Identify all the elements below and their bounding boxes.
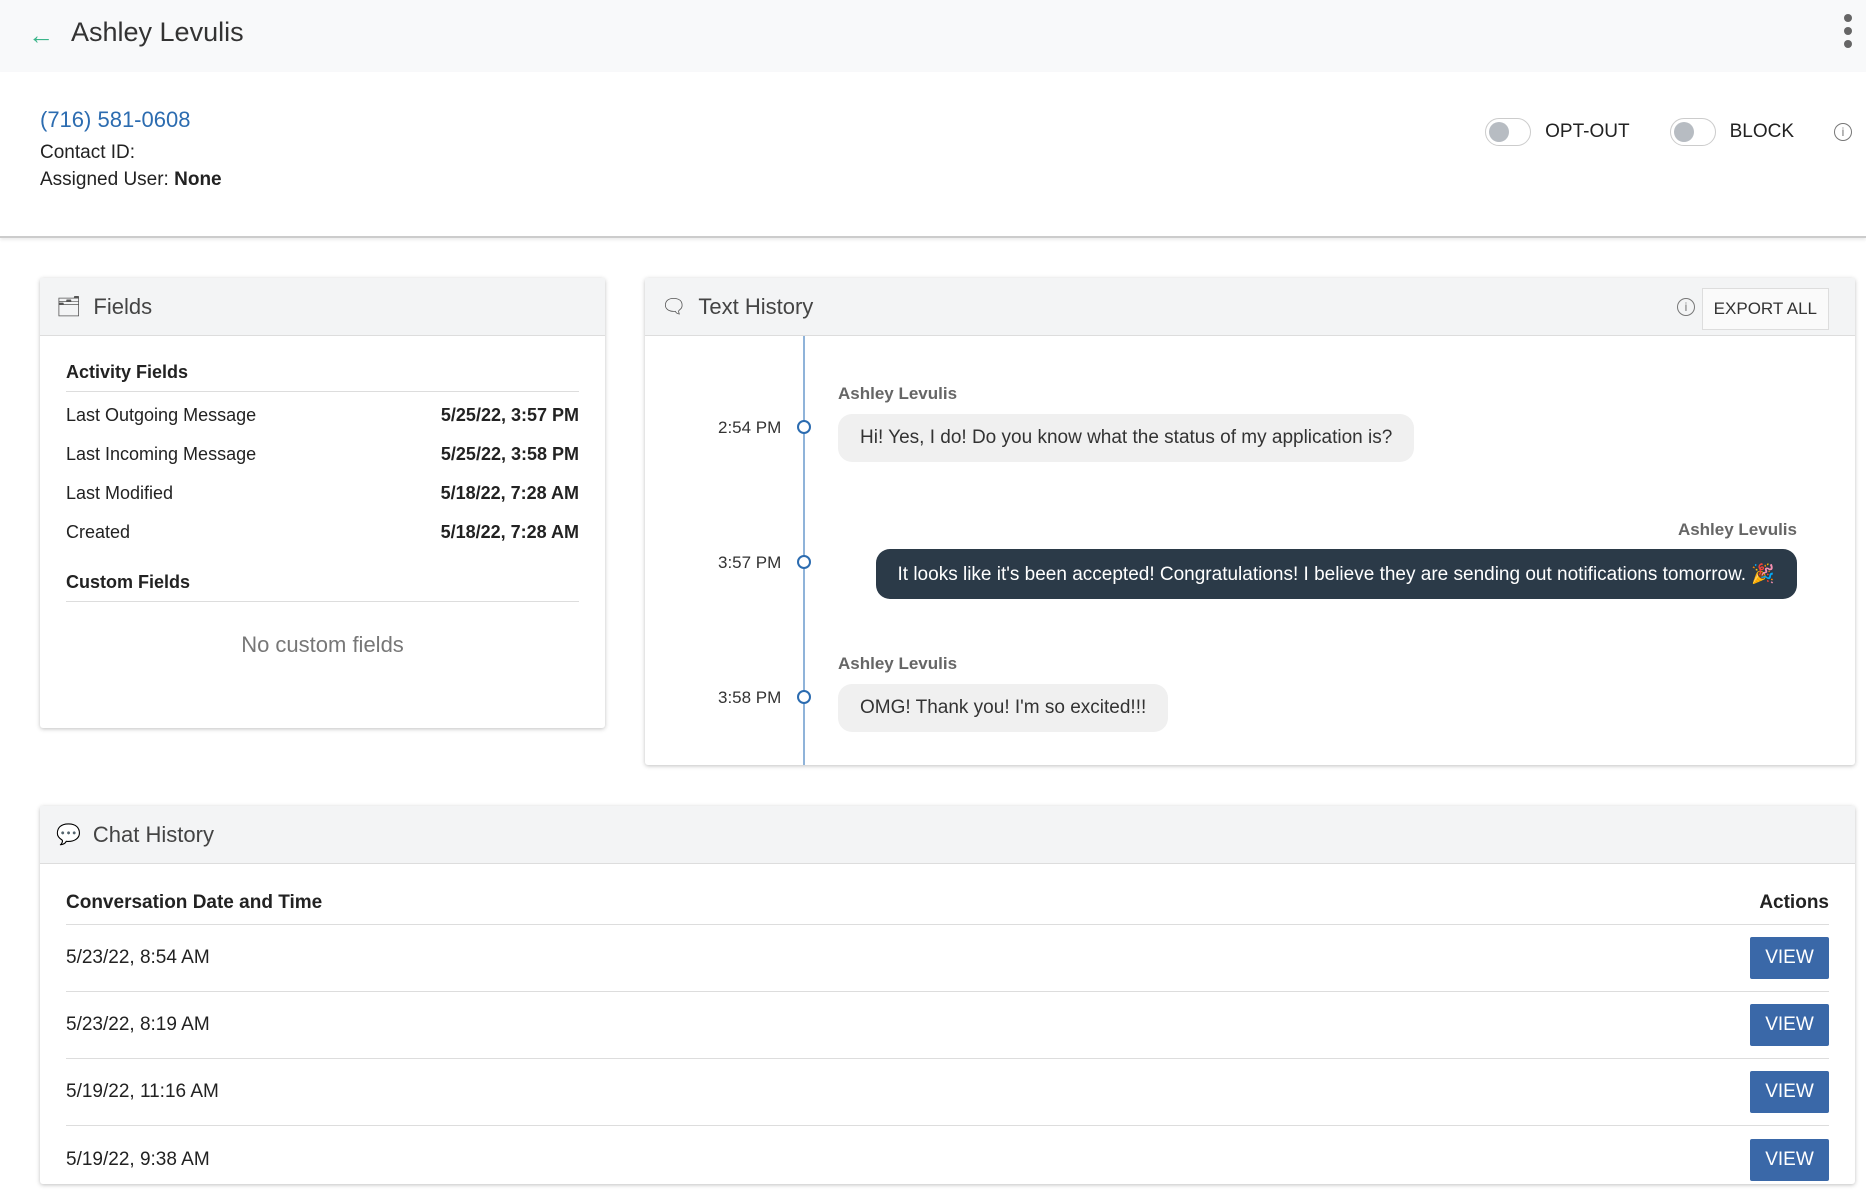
assigned-value: None bbox=[174, 169, 222, 190]
phone-link[interactable]: (716) 581-0608 bbox=[40, 107, 191, 132]
field-label: Last Outgoing Message bbox=[66, 405, 257, 425]
table-row: 5/19/22, 9:38 AM VIEW bbox=[66, 1126, 1829, 1193]
conversation-date: 5/19/22, 11:16 AM bbox=[66, 1081, 219, 1102]
arrow-left-icon[interactable]: ← bbox=[28, 20, 54, 50]
message-bubble-incoming: OMG! Thank you! I'm so excited!!! bbox=[838, 684, 1169, 732]
conversation-date: 5/23/22, 8:54 AM bbox=[66, 947, 210, 968]
table-row: 5/23/22, 8:54 AM VIEW bbox=[66, 925, 1829, 992]
no-custom-fields: No custom fields bbox=[241, 632, 404, 657]
message-bubble-outgoing: It looks like it's been accepted! Congra… bbox=[875, 549, 1797, 599]
table-header: Conversation Date and Time Actions bbox=[66, 864, 1829, 925]
timeline-dot bbox=[797, 555, 811, 569]
contact-info: (716) 581-0608 Contact ID: Assigned User… bbox=[0, 72, 1866, 238]
text-history-card: 🗨 Text History i EXPORT ALL 2:54 PM Ashle… bbox=[645, 278, 1855, 765]
assigned-user: Assigned User: None bbox=[40, 169, 222, 191]
activity-fields-heading: Activity Fields bbox=[66, 336, 579, 392]
conversation-date: 5/23/22, 8:19 AM bbox=[66, 1014, 210, 1035]
text-history-title: Text History bbox=[698, 293, 814, 319]
assigned-label: Assigned User: bbox=[40, 169, 169, 190]
message-time: 3:57 PM bbox=[718, 553, 782, 572]
field-value: 5/25/22, 3:58 PM bbox=[440, 444, 579, 464]
message-sender: Ashley Levulis bbox=[838, 654, 958, 673]
chat-history-title: Chat History bbox=[92, 821, 214, 847]
block-label: BLOCK bbox=[1729, 121, 1794, 142]
column-date: Conversation Date and Time bbox=[66, 892, 323, 913]
column-actions: Actions bbox=[1759, 892, 1829, 913]
field-value: 5/25/22, 3:57 PM bbox=[440, 405, 579, 425]
field-row: Last Incoming Message 5/25/22, 3:58 PM bbox=[66, 435, 579, 474]
field-label: Last Incoming Message bbox=[66, 444, 257, 464]
view-button[interactable]: VIEW bbox=[1750, 937, 1829, 979]
conversation-date: 5/19/22, 9:38 AM bbox=[66, 1148, 210, 1170]
view-button[interactable]: VIEW bbox=[1750, 1138, 1829, 1181]
opt-out-label: OPT-OUT bbox=[1545, 121, 1630, 142]
field-row: Last Outgoing Message 5/25/22, 3:57 PM bbox=[66, 396, 579, 435]
message-bubble-incoming: Hi! Yes, I do! Do you know what the stat… bbox=[838, 414, 1415, 462]
timeline-dot bbox=[797, 690, 811, 704]
timeline-dot bbox=[797, 420, 811, 434]
fields-card: 🗂 Fields Activity Fields Last Outgoing Me… bbox=[40, 278, 605, 728]
field-label: Created bbox=[66, 522, 131, 542]
info-icon[interactable]: i bbox=[1834, 123, 1852, 141]
table-row: 5/23/22, 8:19 AM VIEW bbox=[66, 992, 1829, 1059]
block-toggle[interactable] bbox=[1669, 118, 1716, 146]
chat-history-card: 💬 Chat History Conversation Date and Time… bbox=[40, 806, 1855, 1184]
timeline-line bbox=[803, 336, 805, 765]
export-all-button[interactable]: EXPORT ALL bbox=[1701, 288, 1829, 330]
page-header: ← Ashley Levulis bbox=[0, 0, 1866, 72]
message-sender: Ashley Levulis bbox=[1677, 520, 1797, 539]
message-time: 2:54 PM bbox=[718, 418, 782, 437]
custom-fields-heading: Custom Fields bbox=[66, 552, 579, 602]
opt-out-toggle[interactable] bbox=[1485, 118, 1532, 146]
page-title: Ashley Levulis bbox=[71, 17, 244, 47]
field-row: Last Modified 5/18/22, 7:28 AM bbox=[66, 474, 579, 513]
contact-id: Contact ID: bbox=[40, 142, 136, 163]
fields-title: Fields bbox=[93, 293, 153, 319]
field-value: 5/18/22, 7:28 AM bbox=[440, 483, 579, 503]
view-button[interactable]: VIEW bbox=[1750, 1004, 1829, 1046]
kebab-icon[interactable] bbox=[1844, 14, 1852, 48]
field-value: 5/18/22, 7:28 AM bbox=[440, 522, 579, 542]
contact-card-icon: 🗂 bbox=[56, 296, 82, 318]
message-time: 3:58 PM bbox=[718, 688, 782, 707]
chat-bubbles-icon: 🗨 bbox=[661, 296, 687, 318]
message-sender: Ashley Levulis bbox=[838, 384, 958, 403]
view-button[interactable]: VIEW bbox=[1750, 1071, 1829, 1113]
info-icon[interactable]: i bbox=[1677, 298, 1695, 316]
field-row: Created 5/18/22, 7:28 AM bbox=[66, 513, 579, 552]
table-row: 5/19/22, 11:16 AM VIEW bbox=[66, 1059, 1829, 1126]
chat-bubble-icon: 💬 bbox=[56, 824, 81, 846]
field-label: Last Modified bbox=[66, 483, 174, 503]
